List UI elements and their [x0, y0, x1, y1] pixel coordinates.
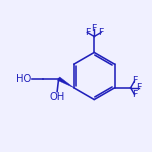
Text: F: F: [132, 90, 137, 99]
Text: F: F: [98, 28, 104, 37]
Text: F: F: [85, 28, 90, 37]
Text: F: F: [132, 76, 137, 85]
Text: F: F: [92, 24, 97, 33]
Text: HO: HO: [16, 74, 32, 84]
Text: OH: OH: [50, 92, 65, 102]
Polygon shape: [58, 77, 74, 88]
Text: F: F: [136, 83, 141, 92]
